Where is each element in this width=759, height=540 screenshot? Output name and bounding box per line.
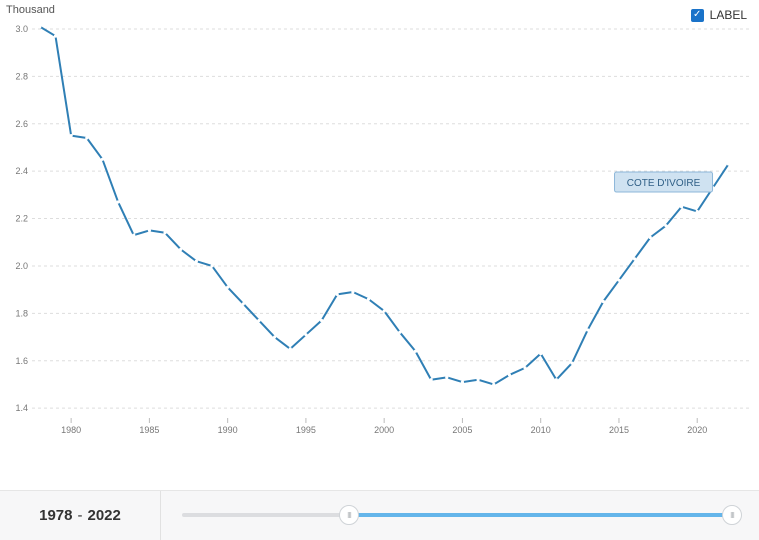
data-point	[492, 382, 496, 387]
data-point	[210, 264, 214, 268]
date-range-label: 1978 - 2022	[0, 491, 161, 540]
data-point	[257, 318, 261, 323]
data-point	[194, 259, 198, 263]
data-point	[633, 257, 637, 261]
data-point	[366, 297, 371, 301]
data-point	[539, 352, 543, 356]
data-point	[523, 366, 527, 370]
data-point	[335, 292, 339, 296]
range-footer: 1978 - 2022 III III	[0, 490, 759, 540]
data-point	[617, 278, 621, 282]
data-point	[695, 209, 699, 214]
data-point	[132, 233, 136, 237]
label-toggle[interactable]: ✓ LABEL	[690, 8, 747, 22]
data-point	[648, 235, 652, 240]
data-point	[116, 200, 120, 204]
x-tick-label: 2020	[687, 425, 707, 435]
data-point	[288, 347, 292, 351]
x-tick-label: 1990	[218, 425, 238, 435]
range-slider-start-handle[interactable]: III	[339, 505, 359, 525]
series-label: COTE D'IVOIRE	[627, 178, 701, 189]
data-point	[398, 330, 402, 334]
data-point	[179, 247, 183, 251]
y-unit-label: Thousand	[6, 4, 55, 16]
y-tick-label: 2.8	[15, 71, 28, 81]
data-point	[664, 224, 668, 228]
data-point	[53, 34, 58, 38]
data-point	[226, 285, 230, 289]
y-tick-label: 1.6	[15, 356, 28, 366]
data-point	[460, 380, 465, 384]
line-chart: 1.4 1.6 1.8 2.0 2.2 2.4 2.6 2.8 3.0 1980 1985 1990 1…	[15, 24, 752, 435]
data-point	[507, 373, 511, 377]
data-point	[445, 375, 449, 379]
y-tick-label: 1.8	[15, 308, 28, 318]
data-point	[586, 328, 590, 332]
x-tick-label: 1980	[61, 425, 81, 435]
y-tick-label: 2.4	[15, 166, 28, 176]
x-tick-label: 2015	[609, 425, 629, 435]
x-tick-label: 1995	[296, 425, 316, 435]
data-point	[273, 335, 277, 339]
data-point	[382, 309, 386, 313]
data-point	[570, 361, 574, 365]
data-point	[69, 134, 73, 138]
series-label-box	[614, 171, 714, 193]
x-tick-label: 2000	[374, 425, 394, 435]
y-tick-label: 3.0	[15, 24, 28, 34]
data-point	[241, 302, 245, 306]
series-line	[39, 25, 730, 386]
data-point	[85, 136, 89, 140]
checkbox-checked-icon[interactable]: ✓	[690, 8, 704, 22]
range-separator: -	[77, 507, 83, 524]
data-point	[679, 205, 684, 209]
range-start: 1978	[39, 507, 73, 524]
data-point	[351, 290, 355, 294]
data-point	[476, 378, 480, 382]
data-point	[319, 318, 324, 323]
data-point	[147, 228, 151, 233]
data-point	[413, 349, 418, 353]
y-tick-label: 2.2	[15, 214, 28, 224]
range-slider-end-handle[interactable]: III	[722, 505, 742, 525]
range-end: 2022	[87, 507, 121, 524]
y-tick-label: 1.4	[15, 403, 28, 413]
data-point	[304, 333, 308, 337]
data-point	[601, 299, 605, 304]
data-point	[38, 24, 42, 29]
data-point	[163, 231, 167, 235]
y-tick-label: 2.6	[15, 119, 28, 129]
range-slider-selection[interactable]	[348, 513, 732, 517]
x-tick-label: 2005	[452, 425, 472, 435]
data-point	[726, 162, 731, 166]
data-point	[554, 378, 558, 382]
data-point	[429, 378, 433, 382]
x-tick-label: 1985	[139, 425, 159, 435]
data-point	[100, 157, 105, 161]
x-tick-label: 2010	[531, 425, 551, 435]
y-tick-label: 2.0	[15, 261, 28, 271]
label-toggle-text: LABEL	[709, 8, 747, 22]
